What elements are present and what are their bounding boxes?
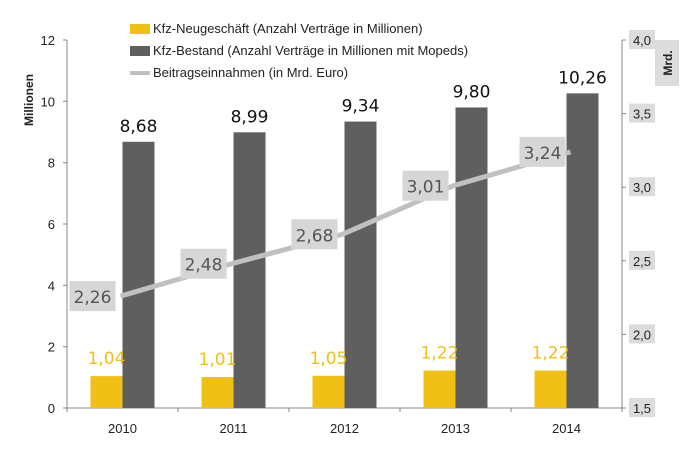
data-label-bestand: 8,99 xyxy=(231,107,269,127)
right-tick-label: 3,0 xyxy=(633,180,651,195)
right-axis-title-bg xyxy=(655,40,679,86)
legend-label: Kfz-Neugeschäft (Anzahl Verträge in Mill… xyxy=(153,21,423,36)
bar-bestand xyxy=(566,93,599,409)
right-tick-label: 2,0 xyxy=(633,327,651,342)
data-label-beitrag: 2,68 xyxy=(296,226,334,246)
left-tick-label: 2 xyxy=(48,340,55,355)
data-label-bg-beitrag xyxy=(69,281,116,312)
right-tick-bg xyxy=(629,177,655,197)
right-tick-bg xyxy=(629,398,655,417)
bar-bestand xyxy=(122,141,155,408)
legend-swatch-neugeschaeft xyxy=(130,24,150,34)
data-label-bg-beitrag xyxy=(519,136,566,167)
legend-swatch-bestand xyxy=(130,46,150,56)
data-label-neugeschaeft: 1,22 xyxy=(532,344,570,364)
left-tick-label: 0 xyxy=(48,401,55,416)
right-axis-title: Mrd. xyxy=(661,50,675,75)
right-tick-bg xyxy=(629,103,655,123)
right-tick-label: 1,5 xyxy=(633,401,651,416)
data-label-bestand: 9,80 xyxy=(453,82,491,102)
data-label-beitrag: 2,26 xyxy=(74,288,112,308)
bar-bestand xyxy=(233,132,266,408)
left-tick-label: 4 xyxy=(48,278,55,293)
data-label-beitrag: 3,24 xyxy=(524,144,562,164)
bar-neugeschaeft xyxy=(423,370,456,408)
data-label-beitrag: 2,48 xyxy=(185,256,223,276)
legend-label: Kfz-Bestand (Anzahl Verträge in Millione… xyxy=(153,43,468,58)
data-label-bg-beitrag xyxy=(180,248,227,279)
left-axis-title: Millionen xyxy=(22,74,36,126)
data-label-neugeschaeft: 1,04 xyxy=(88,349,126,369)
data-label-bestand: 8,68 xyxy=(120,117,158,137)
left-tick-label: 6 xyxy=(48,217,55,232)
right-tick-label: 4,0 xyxy=(633,33,651,48)
data-label-bestand: 9,34 xyxy=(342,97,380,117)
right-tick-bg xyxy=(629,30,655,49)
bar-neugeschaeft xyxy=(312,375,345,408)
right-tick-bg xyxy=(629,250,655,270)
data-label-bg-beitrag xyxy=(291,219,338,250)
right-tick-bg xyxy=(629,324,655,344)
bar-bestand xyxy=(344,121,377,408)
x-tick-label: 2014 xyxy=(552,421,581,436)
data-label-bestand: 10,26 xyxy=(558,68,607,88)
data-label-beitrag: 3,01 xyxy=(407,178,445,198)
left-tick-label: 10 xyxy=(41,94,55,109)
x-tick-label: 2011 xyxy=(220,421,248,436)
left-tick-label: 12 xyxy=(41,33,55,48)
x-tick-label: 2010 xyxy=(108,421,137,436)
data-label-neugeschaeft: 1,05 xyxy=(310,349,348,369)
data-label-bg-beitrag xyxy=(402,170,449,201)
legend-swatch-beitrag xyxy=(130,71,150,75)
bar-neugeschaeft xyxy=(201,377,234,408)
left-tick-label: 8 xyxy=(48,156,55,171)
bar-neugeschaeft xyxy=(534,370,567,408)
bar-bestand xyxy=(455,107,488,408)
legend-label: Beitragseinnahmen (in Mrd. Euro) xyxy=(153,65,348,80)
data-label-neugeschaeft: 1,22 xyxy=(421,344,459,364)
data-label-neugeschaeft: 1,01 xyxy=(199,350,237,370)
bar-neugeschaeft xyxy=(90,376,123,408)
x-tick-label: 2013 xyxy=(441,421,470,436)
right-tick-label: 2,5 xyxy=(633,254,651,269)
right-tick-label: 3,5 xyxy=(633,107,651,122)
x-tick-label: 2012 xyxy=(330,421,359,436)
